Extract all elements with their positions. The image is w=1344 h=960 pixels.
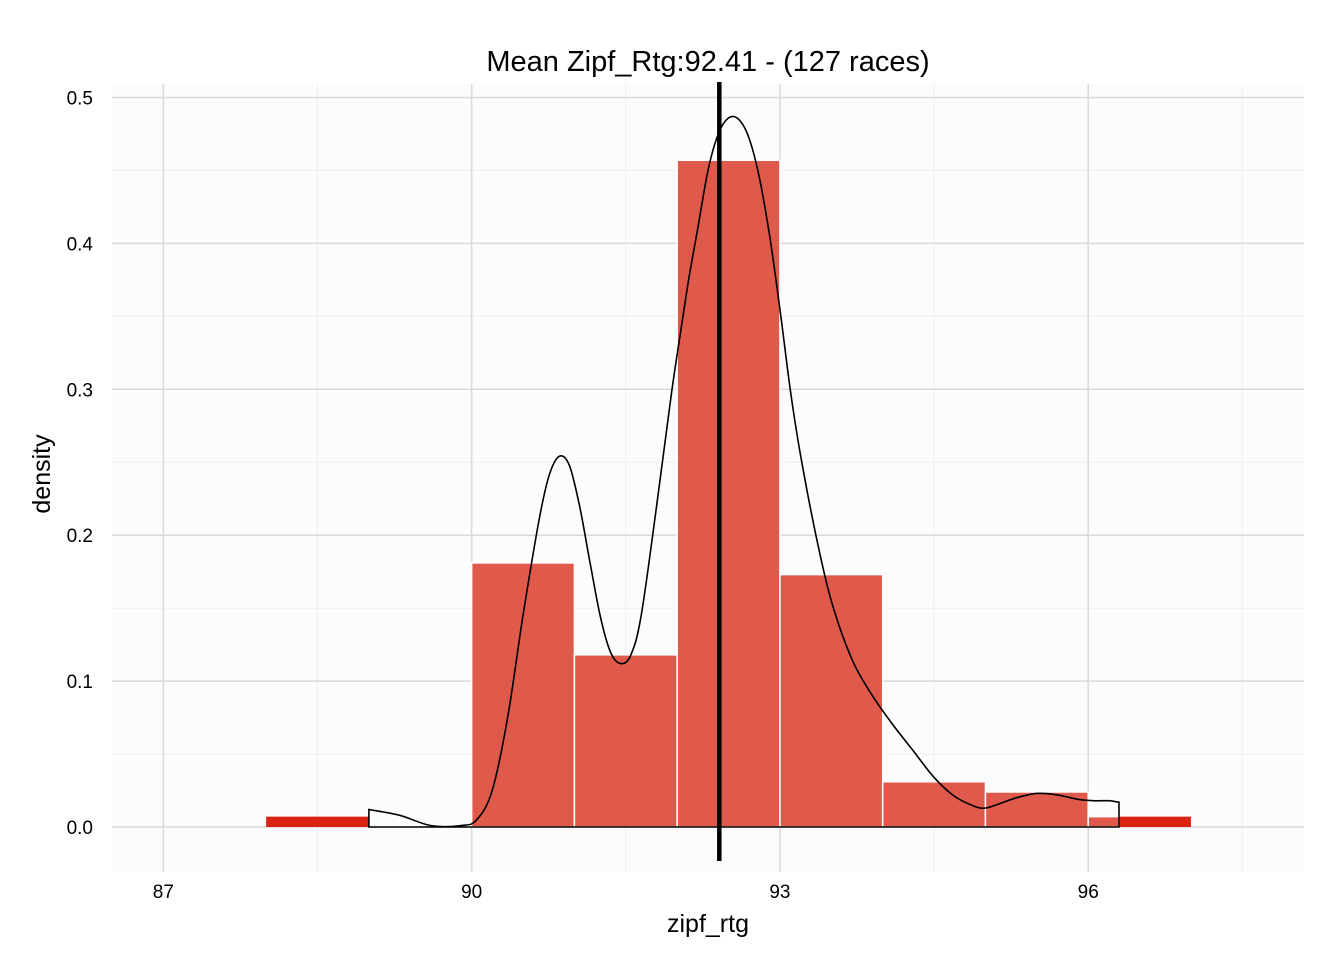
- density-curve: [368, 115, 1120, 828]
- histogram-bar-light: [470, 562, 576, 828]
- histogram-bar-dark: [266, 816, 369, 827]
- histogram-bar-light: [676, 159, 781, 828]
- histogram-bar-light: [984, 791, 1089, 828]
- x-axis-ticks: 87 90 93 96: [153, 882, 1099, 903]
- y-axis-title: density: [28, 434, 56, 514]
- chart-title: Mean Zipf_Rtg:92.41 - (127 races): [486, 46, 929, 78]
- histogram-bar-dark: [1088, 816, 1191, 827]
- y-tick-label: 0.5: [67, 89, 93, 110]
- x-tick-label: 90: [461, 882, 482, 903]
- histogram-bar-light: [1087, 815, 1120, 828]
- y-tick-label: 0.0: [67, 818, 93, 839]
- histogram-bar-light: [573, 654, 678, 828]
- y-tick-label: 0.1: [67, 672, 93, 693]
- x-tick-label: 93: [769, 882, 790, 903]
- x-tick-label: 87: [153, 882, 174, 903]
- y-axis-ticks: 0.0 0.1 0.2 0.3 0.4 0.5: [67, 89, 94, 840]
- density-curve-group: [368, 115, 1120, 828]
- y-tick-label: 0.4: [67, 234, 94, 255]
- x-tick-label: 96: [1078, 882, 1099, 903]
- x-axis-title: zipf_rtg: [667, 910, 749, 938]
- histogram-bar-light: [779, 573, 884, 828]
- histogram-bars-light: [470, 159, 1120, 828]
- y-tick-label: 0.2: [67, 526, 93, 547]
- y-tick-label: 0.3: [67, 380, 93, 401]
